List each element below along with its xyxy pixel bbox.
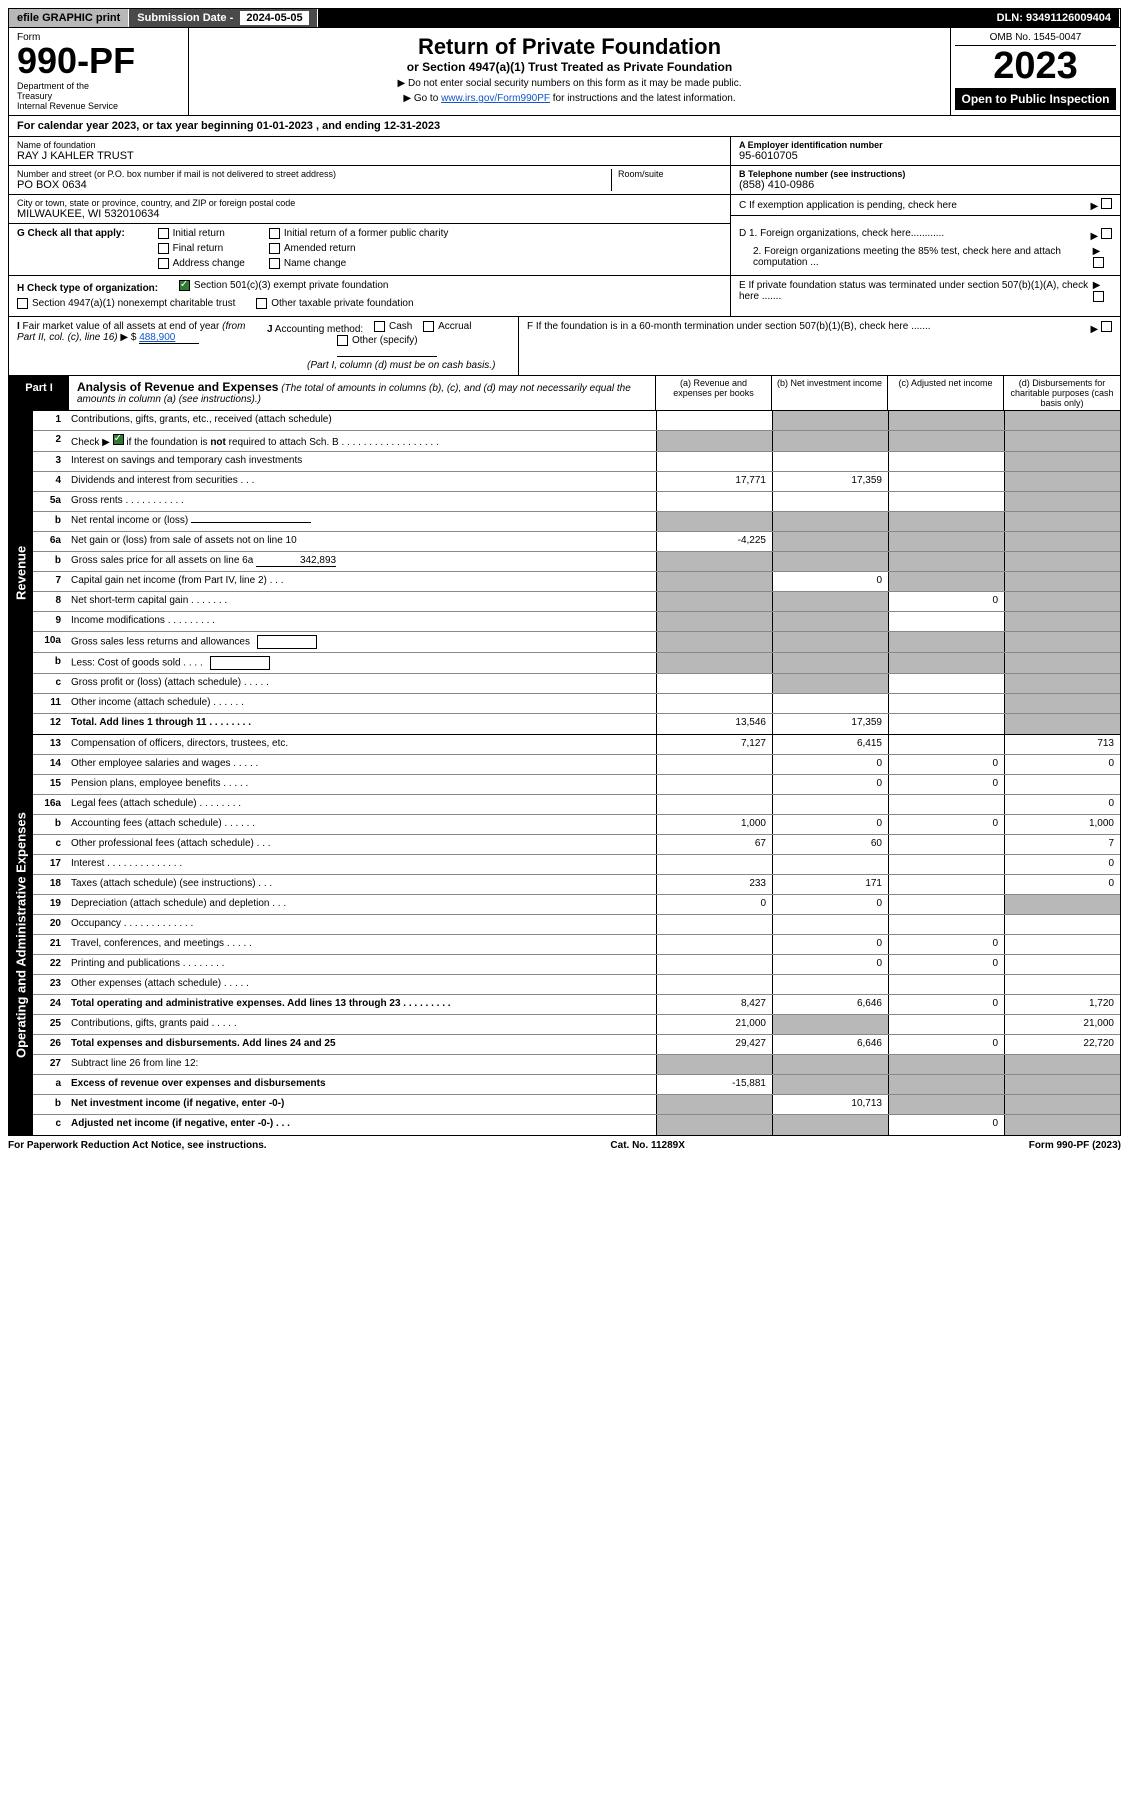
d1-checkbox[interactable] [1101, 228, 1112, 239]
form-subtitle: or Section 4947(a)(1) Trust Treated as P… [201, 60, 938, 74]
h-501c3-checkbox[interactable] [179, 280, 190, 291]
col-c-head: (c) Adjusted net income [888, 376, 1004, 410]
form-title: Return of Private Foundation [201, 34, 938, 60]
part1-header: Part I Analysis of Revenue and Expenses … [8, 376, 1121, 411]
col-a-head: (a) Revenue and expenses per books [656, 376, 772, 410]
f-checkbox[interactable] [1101, 321, 1112, 332]
submission-date: Submission Date - 2024-05-05 [129, 9, 317, 27]
d1-label: D 1. Foreign organizations, check here..… [739, 228, 944, 242]
form-header: Form 990-PF Department of theTreasuryInt… [8, 28, 1121, 116]
g-address-checkbox[interactable] [158, 258, 169, 269]
efile-label[interactable]: efile GRAPHIC print [9, 9, 129, 27]
form-number: 990-PF [17, 43, 180, 79]
e-checkbox[interactable] [1093, 291, 1104, 302]
revenue-table: Revenue 1Contributions, gifts, grants, e… [8, 411, 1121, 735]
f-label: F If the foundation is in a 60-month ter… [527, 321, 931, 371]
open-public: Open to Public Inspection [955, 88, 1116, 110]
col-b-head: (b) Net investment income [772, 376, 888, 410]
room-label: Room/suite [618, 169, 722, 179]
dln: DLN: 93491126009404 [989, 9, 1120, 27]
line2-checkbox[interactable] [113, 434, 124, 445]
h-4947-checkbox[interactable] [17, 298, 28, 309]
omb-number: OMB No. 1545-0047 [955, 32, 1116, 46]
part1-title: Analysis of Revenue and Expenses [77, 380, 278, 394]
footer-left: For Paperwork Reduction Act Notice, see … [8, 1140, 267, 1151]
g-initial-checkbox[interactable] [158, 228, 169, 239]
tax-year: 2023 [955, 46, 1116, 88]
e-label: E If private foundation status was termi… [739, 280, 1093, 312]
g-initial-former-checkbox[interactable] [269, 228, 280, 239]
phone: (858) 410-0986 [739, 179, 1112, 191]
col-d-head: (d) Disbursements for charitable purpose… [1004, 376, 1120, 410]
fmv-link[interactable]: 488,900 [139, 332, 199, 344]
ein-label: A Employer identification number [739, 140, 1112, 150]
city: MILWAUKEE, WI 532010634 [17, 208, 722, 220]
address: PO BOX 0634 [17, 179, 603, 191]
d2-checkbox[interactable] [1093, 257, 1104, 268]
footer-mid: Cat. No. 11289X [610, 1140, 684, 1151]
part1-label: Part I [9, 376, 69, 410]
g-amended-checkbox[interactable] [269, 243, 280, 254]
phone-label: B Telephone number (see instructions) [739, 169, 1112, 179]
d2-label: 2. Foreign organizations meeting the 85%… [739, 246, 1093, 271]
g-label: G Check all that apply: [17, 228, 125, 239]
j-accrual-checkbox[interactable] [423, 321, 434, 332]
j-note: (Part I, column (d) must be on cash basi… [307, 360, 510, 371]
footer-right: Form 990-PF (2023) [1029, 1140, 1121, 1151]
dept-label: Department of theTreasuryInternal Revenu… [17, 81, 180, 111]
page-footer: For Paperwork Reduction Act Notice, see … [8, 1136, 1121, 1151]
h-label: H Check type of organization: [17, 283, 158, 294]
expenses-table: Operating and Administrative Expenses 13… [8, 735, 1121, 1136]
note-1: ▶ Do not enter social security numbers o… [201, 78, 938, 89]
revenue-vlabel: Revenue [9, 411, 33, 734]
note-2: ▶ Go to www.irs.gov/Form990PF for instru… [201, 93, 938, 104]
foundation-name-label: Name of foundation [17, 140, 722, 150]
j-cash-checkbox[interactable] [374, 321, 385, 332]
ein: 95-6010705 [739, 150, 1112, 162]
g-name-checkbox[interactable] [269, 258, 280, 269]
expenses-vlabel: Operating and Administrative Expenses [9, 735, 33, 1135]
entity-block: Name of foundation RAY J KAHLER TRUST Nu… [8, 137, 1121, 224]
address-label: Number and street (or P.O. box number if… [17, 169, 603, 179]
city-label: City or town, state or province, country… [17, 198, 722, 208]
j-other-checkbox[interactable] [337, 335, 348, 346]
foundation-name: RAY J KAHLER TRUST [17, 150, 722, 162]
c-checkbox[interactable] [1101, 198, 1112, 209]
g-final-checkbox[interactable] [158, 243, 169, 254]
calendar-year-row: For calendar year 2023, or tax year begi… [8, 116, 1121, 137]
irs-link[interactable]: www.irs.gov/Form990PF [441, 93, 550, 104]
c-label: C If exemption application is pending, c… [739, 200, 957, 211]
top-bar: efile GRAPHIC print Submission Date - 20… [8, 8, 1121, 28]
h-other-checkbox[interactable] [256, 298, 267, 309]
